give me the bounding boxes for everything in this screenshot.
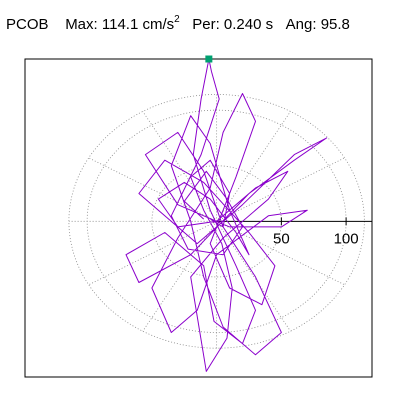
max-unit: cm/s2 <box>142 14 179 33</box>
plot-frame <box>24 58 373 378</box>
grid-spoke <box>216 111 291 222</box>
grid-spoke <box>142 221 217 332</box>
period-unit: s <box>265 16 274 33</box>
angle-label: Ang: <box>285 16 317 33</box>
max-unit-base: cm/s <box>142 16 175 33</box>
marker-layer <box>205 55 213 63</box>
angle-value: 95.8 <box>320 16 350 33</box>
period-label: Per: <box>192 16 220 33</box>
max-unit-exponent: 2 <box>174 14 180 25</box>
period-value: 0.240 <box>223 16 262 33</box>
max-value: 114.1 <box>101 16 139 33</box>
radial-tick-label: 100 <box>334 230 359 247</box>
chart-header: PCOB Max: 114.1 cm/s2 Per: 0.240 s Ang: … <box>6 14 350 36</box>
radial-tick-label: 50 <box>273 230 290 247</box>
trace-layer <box>125 58 328 372</box>
max-label: Max: <box>65 16 98 33</box>
grid-spoke <box>216 221 291 332</box>
motion-trace <box>125 58 328 372</box>
station-label: PCOB <box>6 16 49 33</box>
grid-spoke <box>142 111 217 222</box>
peak-marker <box>205 55 213 63</box>
